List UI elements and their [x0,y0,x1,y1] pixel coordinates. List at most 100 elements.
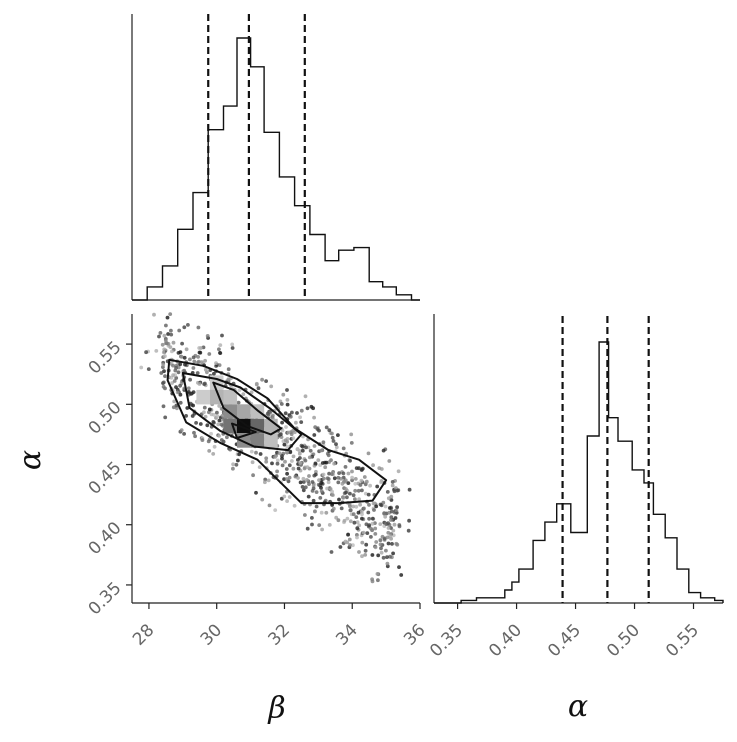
scatter-point [357,523,362,528]
scatter-point [285,398,290,402]
scatter-point [207,410,211,415]
scatter-point [159,371,164,375]
scatter-point [280,463,285,468]
scatter-point [179,428,184,432]
alpha-x-axis-label: α [568,689,588,724]
scatter-point [323,465,328,470]
scatter-point [275,461,280,466]
scatter-point [303,394,308,399]
scatter-point [267,503,272,508]
scatter-point [294,420,298,425]
scatter-point [279,496,284,501]
scatter-point [407,487,412,492]
scatter-point [172,399,177,404]
alpha-y-tick-label: 0.40 [85,518,126,559]
scatter-point [353,497,357,502]
scatter-point [280,454,284,458]
scatter-point [370,521,375,526]
scatter-point [391,528,396,533]
contour-middle [181,372,303,452]
scatter-point [168,345,173,349]
beta-quantile-lines [207,14,306,300]
scatter-point [270,461,274,466]
scatter-point [211,452,216,456]
scatter-point [188,357,192,362]
scatter-point [251,473,256,478]
beta-x-tick-label: 34 [332,620,361,649]
scatter-point [357,550,361,554]
scatter-point [338,545,343,549]
scatter-point [283,411,288,416]
scatter-point [339,506,344,511]
scatter-point [217,347,221,352]
scatter-point [395,488,400,493]
beta-axis-label: β [267,691,285,726]
scatter-point [178,350,183,354]
scatter-point [328,487,333,491]
scatter-point [220,333,224,338]
scatter-point [291,454,296,459]
scatter-point [257,465,262,469]
scatter-point [379,550,384,555]
scatter-point [369,526,373,531]
scatter-point [360,554,364,559]
scatter-point [379,546,383,551]
scatter-point [291,428,295,433]
scatter-point [312,444,317,448]
scatter-point [330,472,334,476]
scatter-point [219,422,224,427]
scatter-point [387,459,392,463]
scatter-point [192,359,197,364]
density-cell [223,389,238,405]
scatter-point [355,526,360,531]
scatter-point [283,459,287,464]
scatter-point [378,542,383,547]
scatter-point [325,476,330,481]
scatter-point [285,402,290,407]
contour-outer [166,358,388,505]
scatter-point [284,477,289,481]
scatter-point [287,475,292,480]
scatter-point [161,350,166,355]
scatter-point [378,502,383,507]
scatter-point [363,548,368,553]
beta-x-tick-label: 28 [129,620,158,649]
scatter-point [341,446,346,451]
scatter-point [376,553,381,558]
scatter-point [318,463,323,467]
scatter-point [306,494,311,499]
scatter-point [285,471,289,476]
scatter-point [226,367,231,372]
scatter-point [350,478,354,483]
scatter-point [275,458,280,463]
scatter-point [366,492,371,497]
scatter-point [373,526,378,531]
scatter-point [231,462,236,467]
scatter-point [180,341,185,346]
scatter-point [237,452,242,457]
scatter-point [285,499,289,503]
scatter-point [362,506,366,511]
scatter-point [330,435,335,440]
scatter-point [390,483,395,488]
scatter-point [348,491,352,496]
scatter-point [342,518,347,523]
scatter-point [161,404,166,409]
scatter-point [320,461,325,465]
scatter-point [397,523,402,527]
scatter-point [313,461,318,466]
scatter-point [341,471,346,476]
scatter-point [260,497,265,502]
scatter-point [298,480,303,485]
scatter-point [269,384,274,389]
scatter-point [378,538,383,543]
scatter-point [324,510,329,515]
scatter-point [215,414,220,418]
density-cell [237,404,251,419]
alpha-x-tick-label: 0.50 [603,620,644,661]
scatter-point [385,555,389,559]
scatter-point [390,480,395,484]
scatter-point [305,478,309,482]
scatter-point [305,526,310,531]
scatter-point [191,366,196,370]
